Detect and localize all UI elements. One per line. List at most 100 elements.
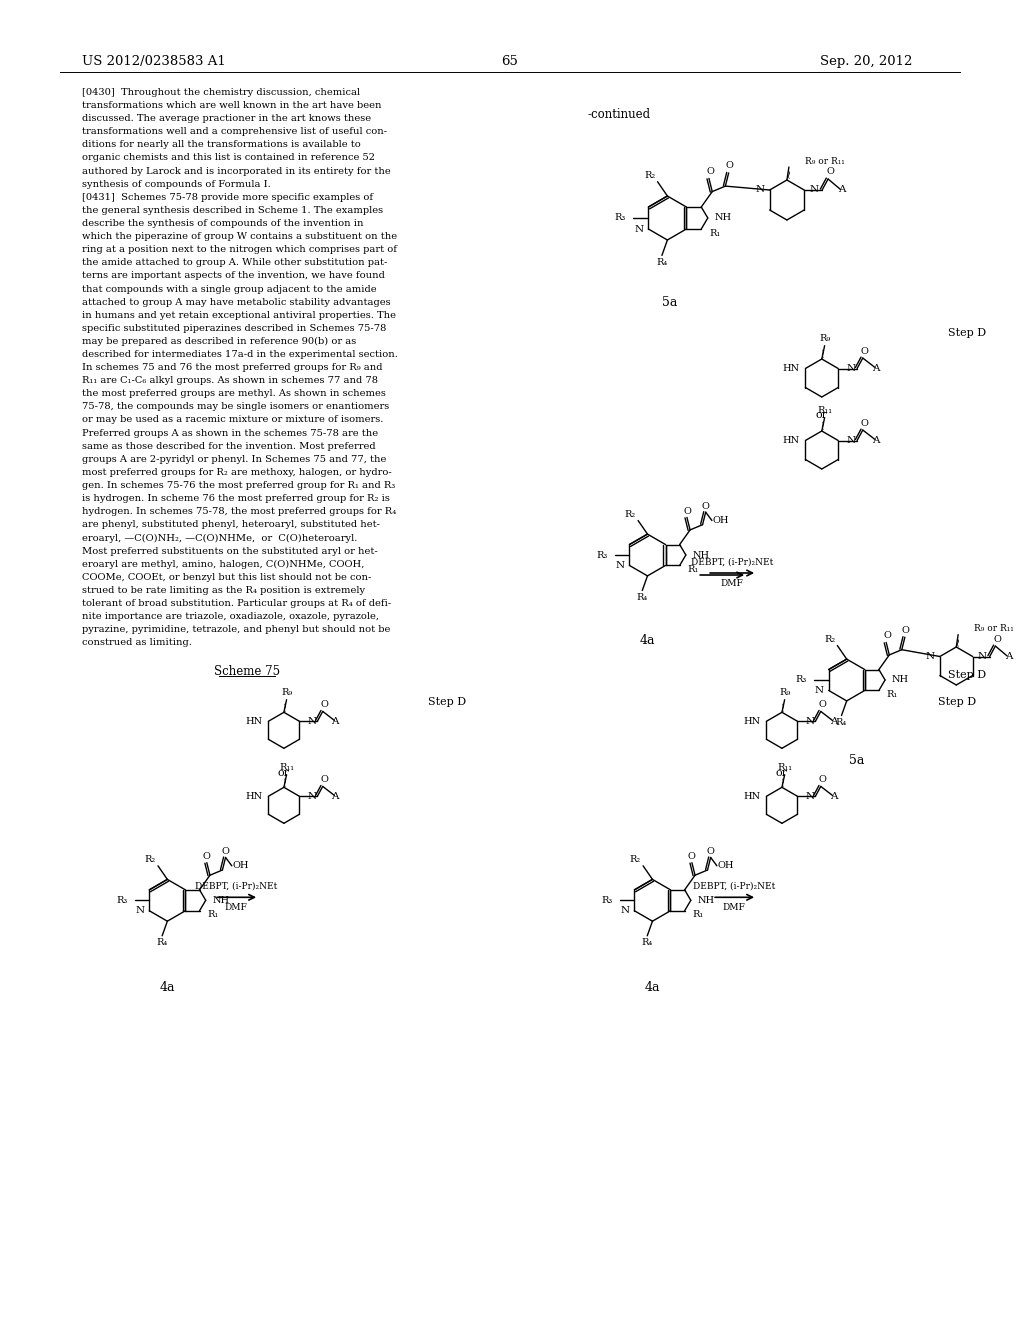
Text: R₃: R₃ [796, 676, 807, 685]
Text: In schemes 75 and 76 the most preferred groups for R₉ and: In schemes 75 and 76 the most preferred … [82, 363, 382, 372]
Text: A: A [829, 792, 837, 801]
Text: described for intermediates 17a-d in the experimental section.: described for intermediates 17a-d in the… [82, 350, 397, 359]
Text: NH: NH [693, 550, 710, 560]
Text: describe the synthesis of compounds of the invention in: describe the synthesis of compounds of t… [82, 219, 364, 228]
Text: O: O [706, 166, 714, 176]
Text: R₁: R₁ [208, 911, 219, 919]
Text: O: O [826, 168, 834, 177]
Text: ~: ~ [776, 700, 790, 710]
Text: A: A [839, 186, 846, 194]
Text: N: N [135, 907, 144, 915]
Text: Step D: Step D [428, 697, 466, 708]
Text: ring at a position next to the nitrogen which comprises part of: ring at a position next to the nitrogen … [82, 246, 396, 255]
Text: most preferred groups for R₂ are methoxy, halogen, or hydro-: most preferred groups for R₂ are methoxy… [82, 467, 391, 477]
Text: R₁₁ are C₁-C₆ alkyl groups. As shown in schemes 77 and 78: R₁₁ are C₁-C₆ alkyl groups. As shown in … [82, 376, 378, 385]
Text: ~: ~ [776, 775, 790, 785]
Text: COOMe, COOEt, or benzyl but this list should not be con-: COOMe, COOEt, or benzyl but this list sh… [82, 573, 371, 582]
Text: the most preferred groups are methyl. As shown in schemes: the most preferred groups are methyl. As… [82, 389, 386, 399]
Text: that compounds with a single group adjacent to the amide: that compounds with a single group adjac… [82, 285, 376, 293]
Text: 65: 65 [502, 55, 518, 69]
Text: R₂: R₂ [144, 855, 156, 865]
Text: R₄: R₄ [157, 939, 168, 948]
Text: N: N [814, 686, 823, 694]
Text: R₃: R₃ [117, 896, 128, 904]
Text: A: A [332, 717, 339, 726]
Text: the amide attached to group A. While other substitution pat-: the amide attached to group A. While oth… [82, 259, 387, 267]
Text: N: N [634, 224, 643, 234]
Text: O: O [701, 502, 710, 511]
Text: O: O [902, 626, 910, 635]
Text: Step D: Step D [948, 327, 986, 338]
Text: O: O [884, 631, 891, 640]
Text: specific substituted piperazines described in Schemes 75-78: specific substituted piperazines describ… [82, 323, 386, 333]
Text: eroaryl are methyl, amino, halogen, C(O)NHMe, COOH,: eroaryl are methyl, amino, halogen, C(O)… [82, 560, 365, 569]
Text: DMF: DMF [721, 578, 743, 587]
Text: strued to be rate limiting as the R₄ position is extremely: strued to be rate limiting as the R₄ pos… [82, 586, 365, 595]
Text: Step D: Step D [938, 697, 976, 708]
Text: N: N [926, 652, 935, 661]
Text: R₂: R₂ [824, 635, 836, 644]
Text: O: O [707, 847, 715, 855]
Text: [0431]  Schemes 75-78 provide more specific examples of: [0431] Schemes 75-78 provide more specif… [82, 193, 373, 202]
Text: NH: NH [715, 214, 732, 223]
Text: R₁: R₁ [710, 228, 721, 238]
Text: transformations well and a comprehensive list of useful con-: transformations well and a comprehensive… [82, 127, 387, 136]
Text: terns are important aspects of the invention, we have found: terns are important aspects of the inven… [82, 272, 385, 280]
Text: N: N [621, 907, 630, 915]
Text: ~: ~ [782, 168, 796, 178]
Text: N: N [846, 364, 855, 374]
Text: A: A [332, 792, 339, 801]
Text: gen. In schemes 75-76 the most preferred group for R₁ and R₃: gen. In schemes 75-76 the most preferred… [82, 480, 395, 490]
Text: N: N [809, 186, 818, 194]
Text: construed as limiting.: construed as limiting. [82, 638, 191, 647]
Text: R₉ or R₁₁: R₉ or R₁₁ [974, 624, 1014, 634]
Text: O: O [321, 775, 329, 784]
Text: same as those described for the invention. Most preferred: same as those described for the inventio… [82, 442, 376, 450]
Text: ~: ~ [816, 418, 829, 429]
Text: or: or [776, 768, 787, 779]
Text: OH: OH [232, 862, 249, 870]
Text: R₉: R₉ [779, 688, 791, 697]
Text: NH: NH [892, 676, 909, 685]
Text: Scheme 75: Scheme 75 [214, 665, 281, 678]
Text: O: O [203, 853, 211, 861]
Text: O: O [688, 853, 696, 861]
Text: transformations which are well known in the art have been: transformations which are well known in … [82, 102, 381, 110]
Text: R₃: R₃ [614, 214, 626, 223]
Text: is hydrogen. In scheme 76 the most preferred group for R₂ is: is hydrogen. In scheme 76 the most prefe… [82, 494, 389, 503]
Text: R₄: R₄ [637, 593, 648, 602]
Text: organic chemists and this list is contained in reference 52: organic chemists and this list is contai… [82, 153, 375, 162]
Text: DEBPT, (i-Pr)₂NEt: DEBPT, (i-Pr)₂NEt [693, 882, 775, 891]
Text: R₁: R₁ [692, 911, 703, 919]
Text: HN: HN [743, 717, 761, 726]
Text: Sep. 20, 2012: Sep. 20, 2012 [820, 55, 912, 69]
Text: R₁: R₁ [887, 690, 898, 700]
Text: pyrazine, pyrimidine, tetrazole, and phenyl but should not be: pyrazine, pyrimidine, tetrazole, and phe… [82, 626, 390, 634]
Text: or: or [278, 768, 290, 779]
Text: N: N [806, 792, 814, 801]
Text: ~: ~ [816, 347, 829, 356]
Text: R₄: R₄ [642, 939, 653, 948]
Text: nite importance are triazole, oxadiazole, oxazole, pyrazole,: nite importance are triazole, oxadiazole… [82, 612, 379, 620]
Text: 4a: 4a [645, 981, 660, 994]
Text: O: O [861, 418, 868, 428]
Text: groups A are 2-pyridyl or phenyl. In Schemes 75 and 77, the: groups A are 2-pyridyl or phenyl. In Sch… [82, 455, 386, 463]
Text: R₁₁: R₁₁ [279, 763, 294, 772]
Text: HN: HN [782, 364, 800, 374]
Text: tolerant of broad substitution. Particular groups at R₄ of defi-: tolerant of broad substitution. Particul… [82, 599, 391, 609]
Text: O: O [221, 847, 229, 855]
Text: R₂: R₂ [625, 510, 636, 519]
Text: 5a: 5a [849, 754, 864, 767]
Text: R₁₁: R₁₁ [817, 407, 833, 416]
Text: A: A [1005, 652, 1013, 661]
Text: HN: HN [743, 792, 761, 801]
Text: O: O [321, 700, 329, 709]
Text: HN: HN [246, 792, 262, 801]
Text: Preferred groups A as shown in the schemes 75-78 are the: Preferred groups A as shown in the schem… [82, 429, 378, 438]
Text: 5a: 5a [662, 297, 677, 309]
Text: R₉ or R₁₁: R₉ or R₁₁ [805, 157, 845, 165]
Text: N: N [307, 717, 316, 726]
Text: 4a: 4a [640, 634, 655, 647]
Text: HN: HN [782, 436, 800, 445]
Text: the general synthesis described in Scheme 1. The examples: the general synthesis described in Schem… [82, 206, 383, 215]
